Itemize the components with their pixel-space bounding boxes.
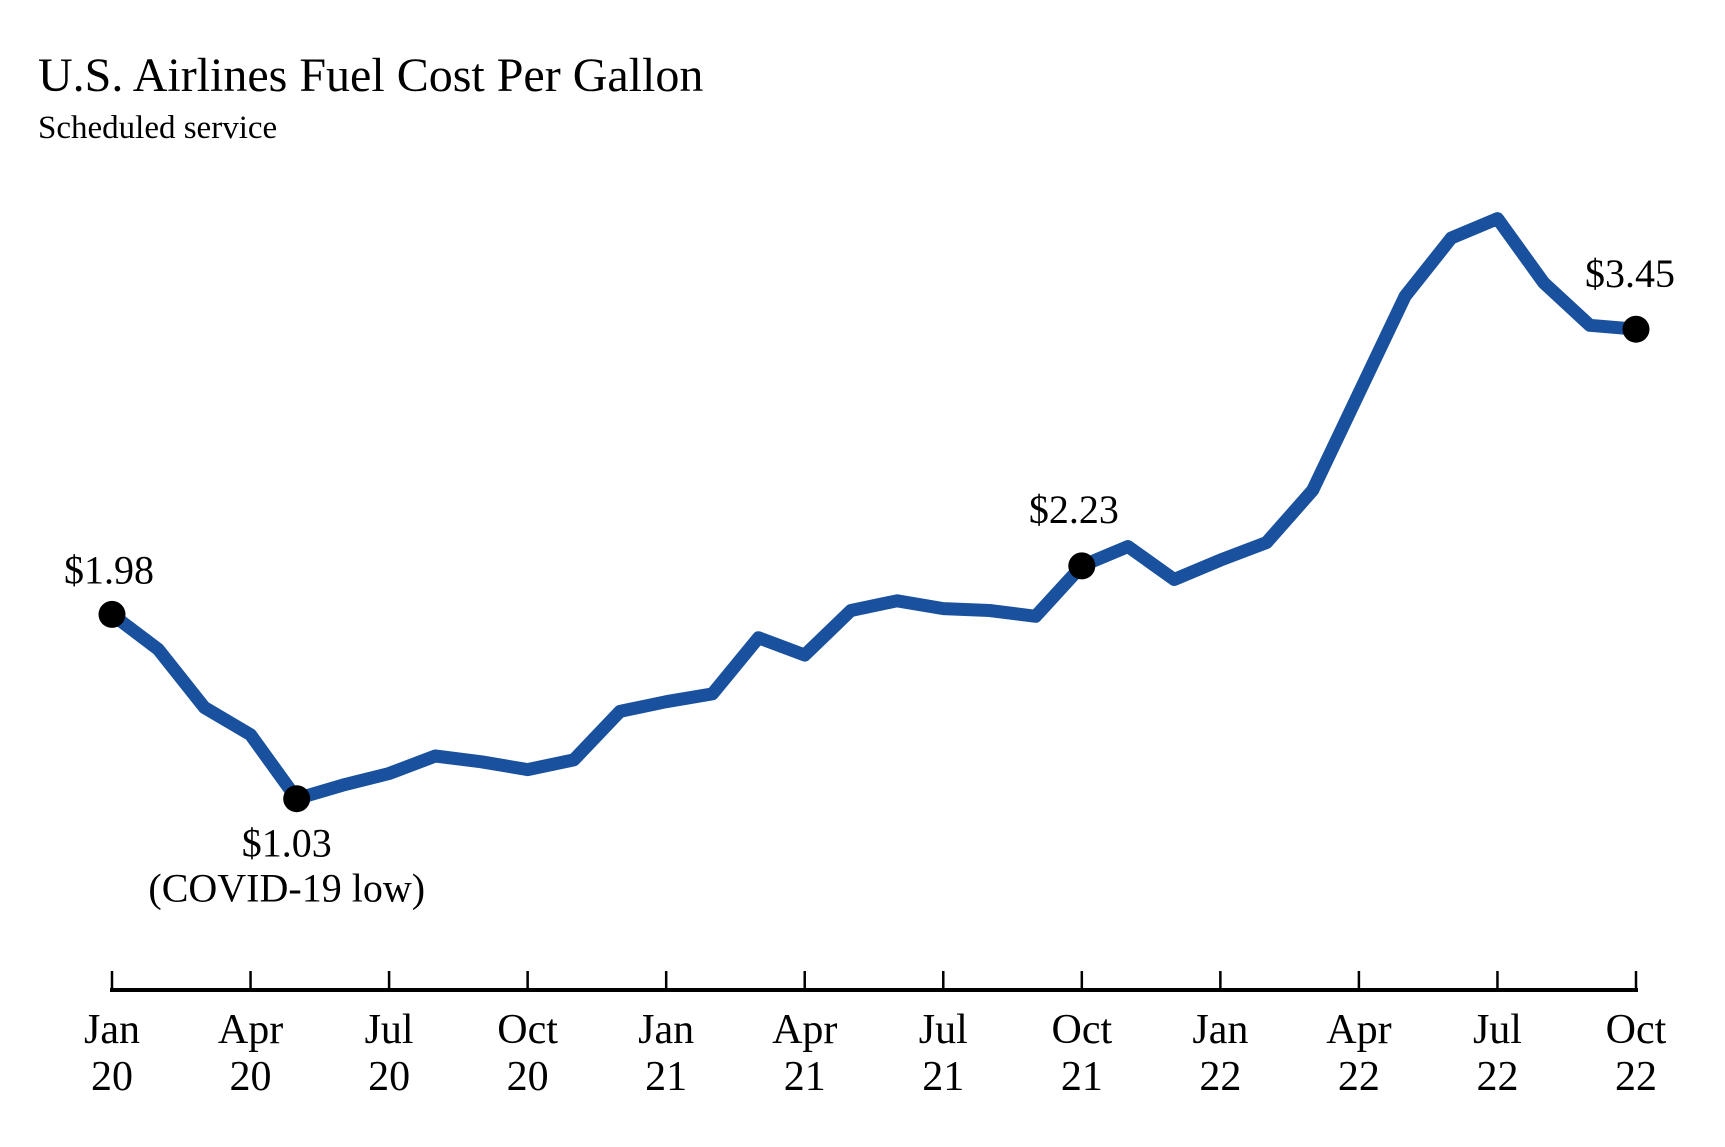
x-tick-label: Oct 20 — [497, 1007, 558, 1100]
chart-subtitle: Scheduled service — [38, 109, 278, 146]
x-tick-label: Jul 22 — [1473, 1007, 1522, 1100]
x-tick-label: Apr 20 — [218, 1007, 283, 1100]
x-tick-label: Jan 21 — [638, 1007, 694, 1100]
chart-header: U.S. Airlines Fuel Cost Per Gallon Sched… — [38, 49, 704, 146]
x-tick-label: Oct 21 — [1051, 1007, 1112, 1100]
data-annotation: $1.98 — [64, 547, 154, 592]
x-tick-label: Apr 21 — [772, 1007, 837, 1100]
data-annotation: $1.03 (COVID-19 low) — [148, 821, 425, 911]
x-tick-label: Oct 22 — [1606, 1007, 1667, 1100]
x-tick-label: Jan 22 — [1192, 1007, 1248, 1100]
data-point-marker — [1068, 552, 1096, 580]
data-point-marker — [283, 785, 311, 813]
data-annotation: $2.23 — [1029, 487, 1119, 532]
data-point-marker — [98, 600, 126, 628]
x-tick-label: Jan 20 — [84, 1007, 140, 1100]
data-point-marker — [1622, 315, 1650, 343]
x-tick-label: Apr 22 — [1326, 1007, 1391, 1100]
x-tick-label: Jul 20 — [365, 1007, 414, 1100]
chart-title: U.S. Airlines Fuel Cost Per Gallon — [38, 49, 704, 102]
fuel-cost-line — [105, 212, 1643, 806]
data-annotation: $3.45 — [1585, 251, 1675, 296]
x-tick-label: Jul 21 — [919, 1007, 968, 1100]
